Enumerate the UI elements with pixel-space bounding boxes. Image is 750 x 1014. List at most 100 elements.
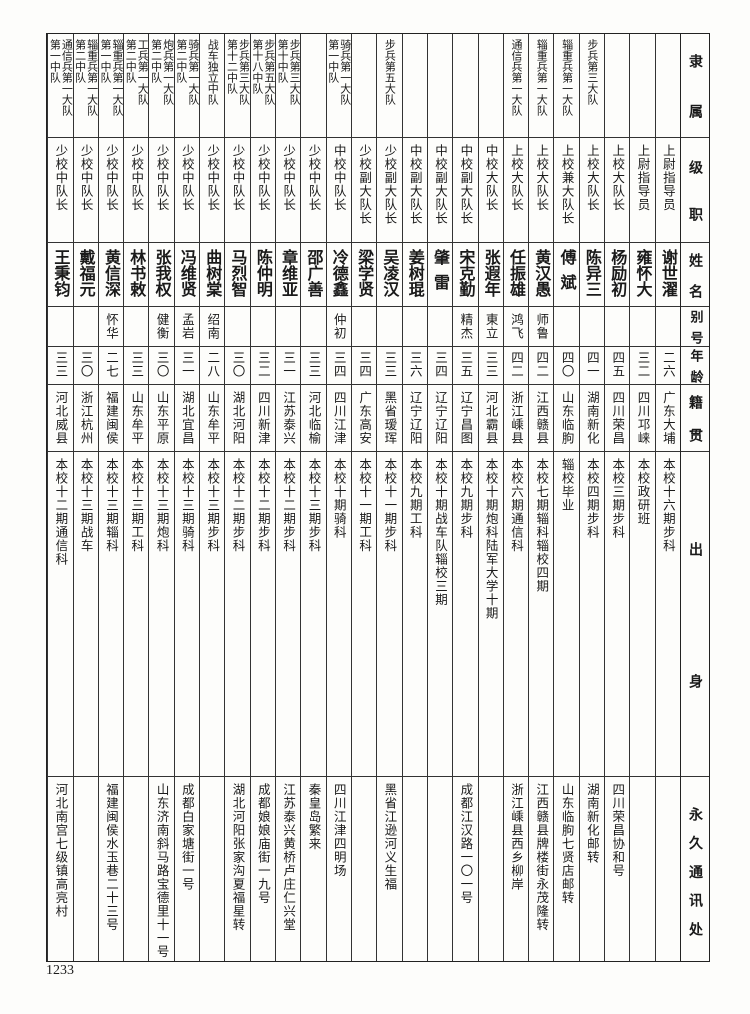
native-place-cell: 山东平原 xyxy=(154,391,170,446)
unit-cell: 通信兵第一大队 xyxy=(509,34,523,137)
address-cell: 河北南宫七级镇高亮村 xyxy=(53,783,69,919)
unit-line: 辎重兵第一大队 xyxy=(560,39,574,116)
education-cell: 本校十三期战车 xyxy=(78,458,94,553)
native-place-cell: 河北霸县 xyxy=(483,391,499,446)
education-cell: 本校十一期工科 xyxy=(357,458,373,553)
unit-line: 第一中队 xyxy=(98,39,112,83)
rank-cell: 少校中队长 xyxy=(179,143,195,212)
unit-line: 第一中队 xyxy=(48,39,62,83)
education-cell: 本校九期步科 xyxy=(458,458,474,540)
rank-cell: 少校中队长 xyxy=(255,143,271,212)
header-age: 年龄 xyxy=(687,349,703,384)
native-place-cell: 山东临朐 xyxy=(559,391,575,446)
unit-cell: 步兵第三大队 第十二中队 xyxy=(226,34,250,137)
name-cell: 梁学贤 xyxy=(355,248,375,297)
record-column: 炮兵第一大队 第二中队 少校中队长 张我权 健衡 三〇 山东平原 本校十三期炮科 山东济南斜马路… xyxy=(148,34,174,961)
record-column: 骑兵第一大队 第二中队 少校中队长 冯维贤 孟岩 三一 湖北宜昌 本校十三期骑科 成都白家塘街一… xyxy=(173,34,200,961)
record-column: 步兵第五大队 少校副大队长 吴凌汉 三三 黑省瑷珲 本校十一期步科 黑省江逊河义生福 xyxy=(376,34,402,961)
age-cell: 三三 xyxy=(129,351,145,379)
unit-line: 骑兵第一大队 xyxy=(186,39,200,105)
record-column: 通信兵第一大队 上校大队长 任振雄 鸿飞 四二 浙江嵊县 本校六期通信科 浙江嵊县西乡柳岸 xyxy=(502,34,529,961)
education-cell: 本校四期步科 xyxy=(584,458,600,540)
native-place-cell: 辽宁辽阳 xyxy=(433,391,449,446)
rank-cell: 少校副大队长 xyxy=(382,143,398,225)
alias-cell: 健衡 xyxy=(154,313,170,341)
rank-cell: 少校中队长 xyxy=(53,143,69,212)
name-cell: 曲树棠 xyxy=(203,248,223,297)
age-cell: 二八 xyxy=(205,351,221,379)
age-cell: 三三 xyxy=(483,351,499,379)
unit-line: 第十八中队 xyxy=(250,39,264,94)
alias-cell: 绍南 xyxy=(205,313,221,341)
address-cell: 秦皇岛繁来 xyxy=(306,783,322,851)
unit-cell: 炮兵第一大队 第二中队 xyxy=(150,34,174,137)
address-cell: 成都白家塘街一号 xyxy=(179,783,195,892)
age-cell: 三〇 xyxy=(230,351,246,379)
name-cell: 黄汉愚 xyxy=(532,248,552,297)
alias-cell: 师鲁 xyxy=(534,313,550,341)
rank-cell: 上校兼大队长 xyxy=(559,143,575,225)
native-place-cell: 浙江嵊县 xyxy=(508,391,524,446)
address-cell: 山东济南斜马路宝德里十一号 xyxy=(154,783,170,959)
age-cell: 二六 xyxy=(660,351,676,379)
unit-cell: 步兵第三大队 xyxy=(586,34,599,137)
address-cell: 四川荣昌协和号 xyxy=(610,783,626,878)
alias-cell: 精杰 xyxy=(458,313,474,341)
education-cell: 本校十三期辎科 xyxy=(103,458,119,553)
name-cell: 冯维贤 xyxy=(177,248,197,297)
alias-cell: 東立 xyxy=(483,313,499,341)
name-cell: 雍怀大 xyxy=(633,248,653,297)
education-cell: 本校十三期骑科 xyxy=(179,458,195,553)
record-column: 步兵第三大队 上校大队长 陈异三 四一 湖南新化 本校四期步科 湖南新化邮转 xyxy=(578,34,605,961)
age-cell: 三〇 xyxy=(78,351,94,379)
record-column: 中校大队长 张遐年 東立 三三 河北霸县 本校十期炮科陆军大学十期 xyxy=(477,34,503,961)
unit-line: 通信兵第一大队 xyxy=(509,39,523,116)
education-cell: 本校十三期炮科 xyxy=(154,458,170,553)
unit-line: 第二中队 xyxy=(174,39,188,83)
header-address: 永久通讯处 xyxy=(687,807,703,937)
header-rank: 级职 xyxy=(687,159,703,221)
name-cell: 陈仲明 xyxy=(253,248,273,297)
record-column: 通信兵第一大队 第一中队 少校中队长 王秉钧 三三 河北威县 本校十二期通信科 河北南宫七级镇… xyxy=(47,34,73,961)
name-cell: 马烈智 xyxy=(228,248,248,297)
age-cell: 三三 xyxy=(306,351,322,379)
education-cell: 本校十三期工科 xyxy=(129,458,145,553)
age-cell: 四五 xyxy=(610,351,626,379)
record-column: 上尉指导员 谢世濯 二六 广东大埔 本校十六期步科 xyxy=(654,34,680,961)
unit-line: 步兵第三大队 xyxy=(237,39,250,105)
record-column: 中校副大队长 肇雷 三四 辽宁辽阳 本校十期战车队辎校三期 xyxy=(426,34,453,961)
rank-cell: 中校副大队长 xyxy=(458,143,474,225)
rank-cell: 上校大队长 xyxy=(584,143,600,212)
education-cell: 辎校毕业 xyxy=(559,458,575,513)
age-cell: 三四 xyxy=(357,351,373,379)
name-cell: 张我权 xyxy=(152,248,172,297)
name-cell: 谢世濯 xyxy=(658,248,678,297)
record-column: 中校副大队长 宋克勤 精杰 三五 辽宁昌图 本校九期步科 成都江汉路一〇一号 xyxy=(452,34,478,961)
unit-line: 步兵第五大队 xyxy=(383,39,397,105)
header-column: 隶属 级职 姓名 别号 年龄 籍贯 出身 永久通讯处 xyxy=(680,34,709,961)
native-place-cell: 河北临榆 xyxy=(306,391,322,446)
native-place-cell: 辽宁昌图 xyxy=(458,391,474,446)
education-cell: 本校十期炮科陆军大学十期 xyxy=(483,458,499,621)
address-cell: 江西赣县牌楼街永茂隆转 xyxy=(534,783,550,932)
name-cell: 宋克勤 xyxy=(456,248,476,297)
native-place-cell: 辽宁辽阳 xyxy=(407,391,423,446)
age-cell: 三二 xyxy=(255,351,271,379)
roster-table: 隶属 级职 姓名 别号 年龄 籍贯 出身 永久通讯处 上尉指导员 谢世濯 二六 广东大… xyxy=(46,33,710,962)
native-place-cell: 四川新津 xyxy=(255,391,271,446)
native-place-cell: 江西赣县 xyxy=(534,391,550,446)
age-cell: 二七 xyxy=(103,351,119,379)
header-alias: 别号 xyxy=(687,310,703,345)
name-cell: 姜树琨 xyxy=(405,248,425,297)
rank-cell: 少校中队长 xyxy=(230,143,246,212)
rank-cell: 少校中队长 xyxy=(78,143,94,212)
native-place-cell: 湖北宜昌 xyxy=(179,391,195,446)
education-cell: 本校十一期步科 xyxy=(382,458,398,553)
record-column: 步兵第三大队 第十中队 少校中队长 章维亚 三一 江苏泰兴 本校十二期步科 江苏泰兴黄桥卢庄仁… xyxy=(275,34,301,961)
unit-cell: 骑兵第一大队 第一中队 xyxy=(327,34,351,137)
header-unit: 隶属 xyxy=(687,54,703,118)
record-column: 少校副大队长 梁学贤 三四 广东高安 本校十一期工科 xyxy=(350,34,377,961)
unit-line: 工兵第一大队 xyxy=(136,39,149,105)
address-cell: 福建闽侯水玉巷二十三号 xyxy=(103,783,119,932)
unit-line: 辎重兵第一大队 xyxy=(110,39,124,116)
